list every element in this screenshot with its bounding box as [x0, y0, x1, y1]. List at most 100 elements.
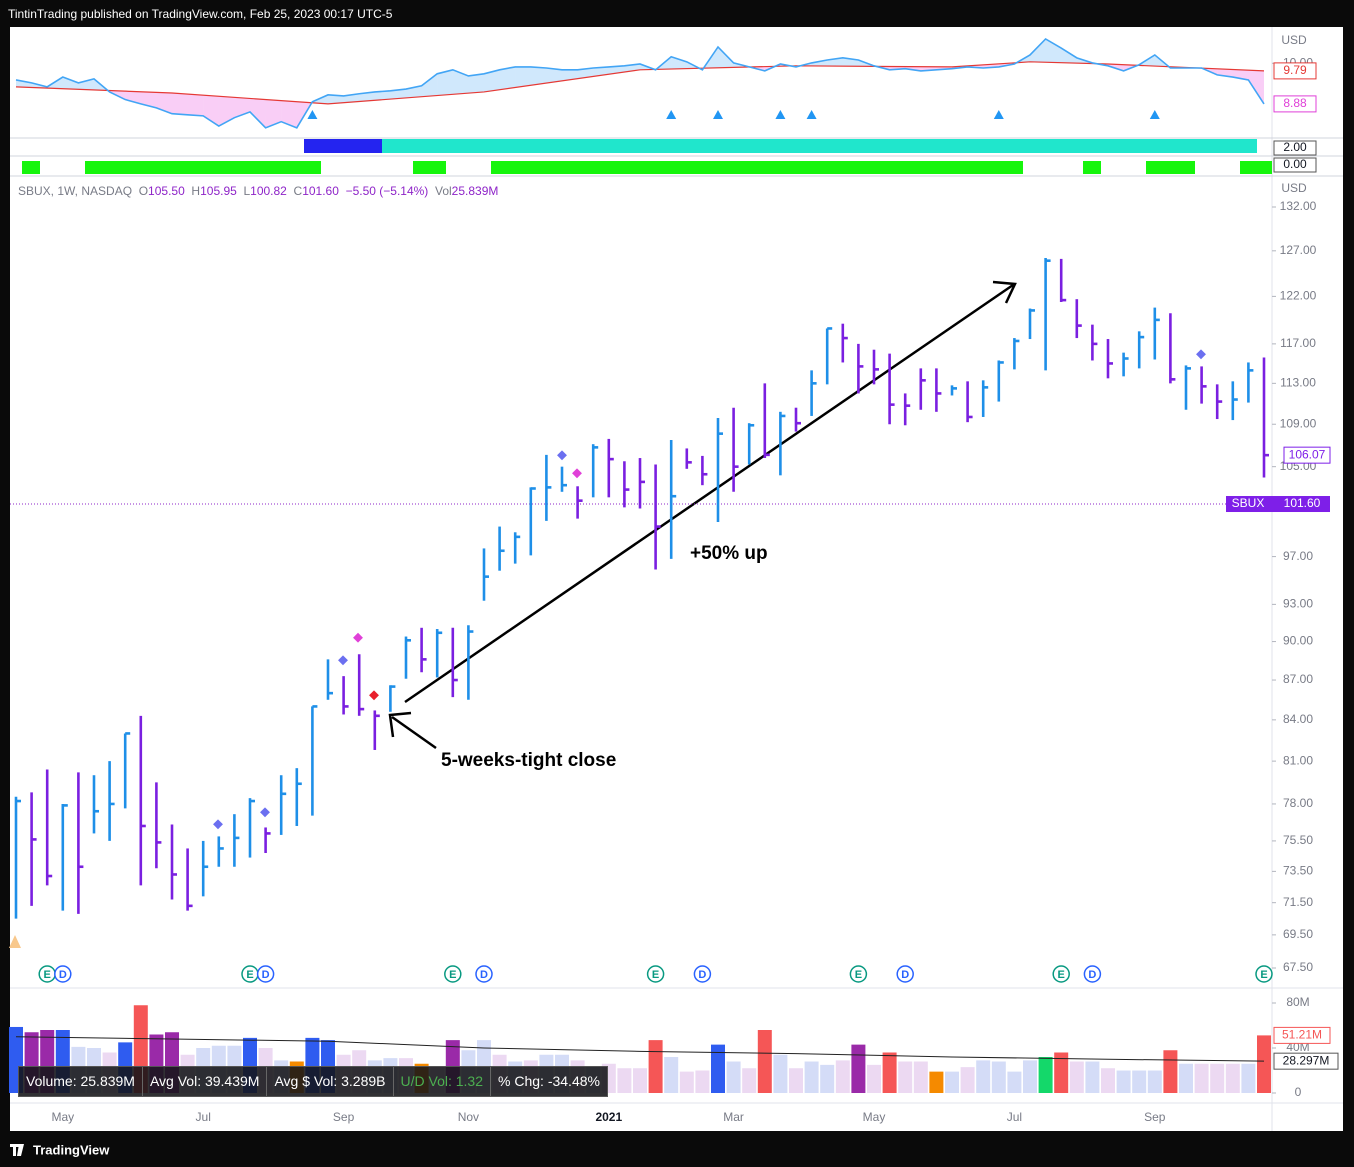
volume-bar [664, 1057, 679, 1093]
avg-volume-tag: 28.297M [1283, 1053, 1330, 1067]
volume-bar [991, 1061, 1006, 1093]
dividends-label: D [901, 969, 909, 981]
earnings-marker [849, 965, 868, 983]
rs-average-line [15, 61, 1265, 105]
y-tick-label: 84.00 [1283, 712, 1313, 726]
stat: Avg Vol: 39.439M [143, 1067, 268, 1096]
dividends-marker [54, 965, 72, 983]
y-tick-label: 117.00 [1280, 336, 1316, 350]
volume-bar [773, 1054, 788, 1093]
average-volume-line [15, 1036, 1265, 1062]
y-tick-label: 69.50 [1283, 927, 1313, 941]
rs-fill [577, 67, 594, 79]
avg-volume-tag-box [1273, 1052, 1339, 1070]
volume-bar [711, 1044, 725, 1093]
legend: SBUX, 1W, NASDAQ O105.50 H105.95 L100.82… [18, 184, 498, 198]
band-segment [382, 139, 1257, 153]
volume-bar [742, 1068, 757, 1093]
rs-fill [390, 89, 406, 100]
y-tick-label: 67.50 [1283, 960, 1313, 974]
earnings-label: E [652, 969, 659, 981]
rs-fill [437, 69, 453, 96]
signal-triangle [666, 110, 677, 119]
volume-tick-label: 0 [1295, 1085, 1302, 1099]
rs-fill [172, 93, 188, 115]
logo [10, 1144, 24, 1156]
annotation: 5-weeks-tight close [441, 750, 616, 771]
green-segment [491, 161, 1023, 174]
volume-bar [804, 1061, 819, 1093]
rs-fill [125, 91, 141, 104]
signal-triangle [713, 110, 723, 119]
dividends-label: D [698, 969, 706, 981]
green-segment [1083, 161, 1101, 174]
y-tick-label: 109.00 [1280, 416, 1317, 430]
volume-bar [851, 1044, 866, 1093]
volume-bar [1210, 1063, 1225, 1093]
volume-bar [1007, 1071, 1022, 1093]
green-segment [85, 161, 321, 174]
volume-bar [960, 1067, 975, 1093]
level-label: 0.00 [1283, 157, 1307, 171]
volume-bar [726, 1061, 741, 1093]
volume-bar [1257, 1035, 1271, 1093]
volume-bar [1241, 1063, 1256, 1093]
last-price-label: 101.60 [1284, 496, 1321, 510]
rs-tag: 8.88 [1283, 96, 1307, 110]
volume-tag-box [1273, 1026, 1331, 1044]
rs-fill [1248, 70, 1264, 104]
rs-fill [546, 67, 562, 84]
arrow-line [404, 283, 1014, 704]
volume-bar [1085, 1061, 1100, 1093]
currency-label: USD [1281, 181, 1307, 195]
y-tick-label: 75.50 [1283, 833, 1313, 847]
x-tick-label: May [51, 1110, 74, 1124]
x-tick-label: Nov [458, 1110, 479, 1124]
volume-bar [1132, 1070, 1147, 1093]
green-segment [22, 161, 40, 174]
rs-fill [281, 100, 297, 128]
rs-fill [484, 69, 500, 92]
rs-line [15, 37, 1265, 129]
rs-fill [671, 56, 687, 70]
volume-tag: 51.21M [1282, 1028, 1322, 1042]
rs-fill [250, 98, 266, 128]
rs-fill [140, 91, 157, 108]
dividends-label: D [1088, 969, 1096, 981]
dividends-label: D [480, 969, 488, 981]
volume-bar [1054, 1052, 1069, 1093]
y-tick-label: 81.00 [1283, 753, 1313, 767]
last-price-tag [1226, 496, 1330, 513]
legend-key: C [293, 184, 303, 198]
y-tick-label: 132.00 [1280, 199, 1317, 213]
dividends-label: D [59, 969, 67, 981]
volume-bar [648, 1040, 663, 1093]
earnings-marker [1255, 965, 1273, 983]
rs-fill [468, 73, 484, 94]
legend-key: Vol [434, 184, 452, 198]
annotation-arrows [388, 280, 1017, 750]
legend-value: 105.95 [200, 184, 237, 198]
rs-fill [1030, 38, 1046, 63]
earnings-label: E [449, 969, 456, 981]
y-tick-label: 113.00 [1280, 376, 1316, 390]
earnings-marker [444, 965, 462, 983]
signal-triangle [307, 110, 318, 119]
y-tick-label: 127.00 [1280, 243, 1317, 257]
volume-bar [945, 1071, 959, 1093]
legend-key: L [243, 184, 251, 198]
diamond [572, 468, 582, 479]
footer: TradingView [33, 1142, 110, 1157]
arrow-head [992, 280, 1017, 304]
ma-tag-box [1273, 62, 1317, 80]
stats-box: Volume: 25.839M Avg Vol: 39.439M Avg $ V… [18, 1066, 608, 1097]
rs-fill [499, 66, 516, 90]
volume-bar [633, 1068, 647, 1093]
legend-key: H [191, 184, 201, 198]
rs-fill [530, 66, 547, 86]
volume-bar [1179, 1063, 1193, 1093]
level-label: 2.00 [1283, 140, 1307, 154]
volume-bar [820, 1064, 835, 1093]
